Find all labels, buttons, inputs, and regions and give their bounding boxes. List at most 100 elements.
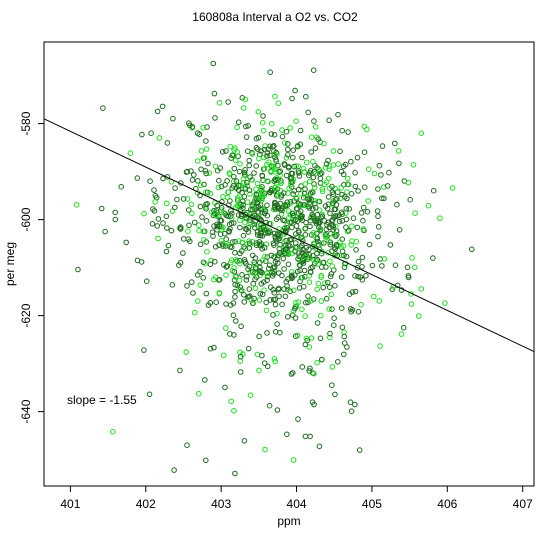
data-point xyxy=(263,219,269,226)
data-point xyxy=(177,226,184,232)
data-point xyxy=(275,286,282,293)
y-tick-label: -580 xyxy=(19,111,33,135)
data-point xyxy=(272,230,278,237)
data-point xyxy=(396,160,402,167)
data-point xyxy=(279,205,285,212)
data-point xyxy=(236,193,242,200)
data-point xyxy=(215,184,222,191)
data-point xyxy=(359,264,365,270)
data-point xyxy=(334,213,340,220)
data-point xyxy=(257,217,264,223)
data-point xyxy=(138,259,145,265)
data-point xyxy=(247,174,253,180)
data-point xyxy=(311,370,317,377)
data-point xyxy=(237,260,243,267)
data-point xyxy=(303,219,309,226)
data-point xyxy=(194,130,201,136)
data-point xyxy=(375,186,381,192)
data-point xyxy=(197,203,204,210)
data-point xyxy=(322,231,329,238)
data-point xyxy=(280,217,286,223)
data-point xyxy=(322,181,328,188)
data-point xyxy=(299,154,305,161)
data-point xyxy=(257,242,263,249)
data-point xyxy=(355,188,361,194)
data-point xyxy=(195,178,201,184)
data-point xyxy=(285,163,292,170)
data-point xyxy=(284,251,290,257)
data-point xyxy=(341,264,348,271)
data-point xyxy=(329,263,336,270)
data-point xyxy=(184,442,190,449)
data-point xyxy=(408,301,415,307)
data-point xyxy=(326,166,332,172)
data-point xyxy=(148,130,154,136)
data-point xyxy=(255,109,262,115)
data-point xyxy=(289,210,296,217)
data-point xyxy=(374,208,381,214)
data-point xyxy=(246,187,253,193)
data-point xyxy=(299,364,306,370)
data-point xyxy=(343,224,349,230)
data-point xyxy=(261,244,268,251)
data-point xyxy=(102,228,108,235)
data-point xyxy=(309,243,316,250)
data-point xyxy=(282,140,288,146)
data-point xyxy=(232,294,238,300)
data-point xyxy=(230,183,237,189)
data-point xyxy=(171,467,177,473)
data-point xyxy=(228,244,235,251)
data-point xyxy=(232,274,239,280)
data-point xyxy=(268,188,274,194)
data-point xyxy=(352,183,359,190)
data-point xyxy=(274,202,280,208)
data-point xyxy=(272,358,279,365)
data-point xyxy=(197,282,204,288)
data-point xyxy=(325,175,332,182)
data-point xyxy=(264,153,270,159)
data-point xyxy=(127,150,134,156)
data-point xyxy=(206,170,213,176)
data-point xyxy=(210,212,217,219)
data-point xyxy=(381,256,388,262)
data-point xyxy=(442,300,448,306)
data-point xyxy=(276,235,283,242)
data-point xyxy=(365,198,372,204)
data-point xyxy=(271,151,278,158)
data-point xyxy=(266,402,273,409)
data-point xyxy=(277,200,284,207)
data-point xyxy=(226,170,233,176)
data-point xyxy=(306,170,313,176)
data-point xyxy=(75,266,81,273)
data-point xyxy=(386,169,392,176)
data-point xyxy=(315,136,322,142)
data-point xyxy=(164,140,171,146)
data-point xyxy=(213,299,219,306)
data-point xyxy=(227,143,234,150)
data-point xyxy=(201,181,207,188)
data-point xyxy=(317,312,324,319)
data-point xyxy=(366,241,373,248)
data-point xyxy=(283,128,290,135)
data-point xyxy=(352,288,359,295)
data-point xyxy=(279,127,285,133)
data-point xyxy=(354,224,361,231)
data-point xyxy=(348,158,354,165)
data-point xyxy=(183,169,190,175)
data-point xyxy=(258,281,265,287)
data-point xyxy=(233,256,239,263)
data-point xyxy=(211,344,217,351)
data-point xyxy=(407,196,414,203)
data-point xyxy=(327,210,333,217)
data-point xyxy=(339,127,346,134)
data-point xyxy=(261,224,267,231)
slope-annotation: slope = -1.55 xyxy=(67,393,137,407)
data-point xyxy=(194,158,201,164)
data-point xyxy=(281,250,288,257)
data-point xyxy=(264,330,270,336)
data-point xyxy=(210,60,217,67)
data-point xyxy=(244,179,250,186)
data-point xyxy=(262,253,268,260)
data-point xyxy=(311,233,318,239)
data-point xyxy=(334,232,340,238)
